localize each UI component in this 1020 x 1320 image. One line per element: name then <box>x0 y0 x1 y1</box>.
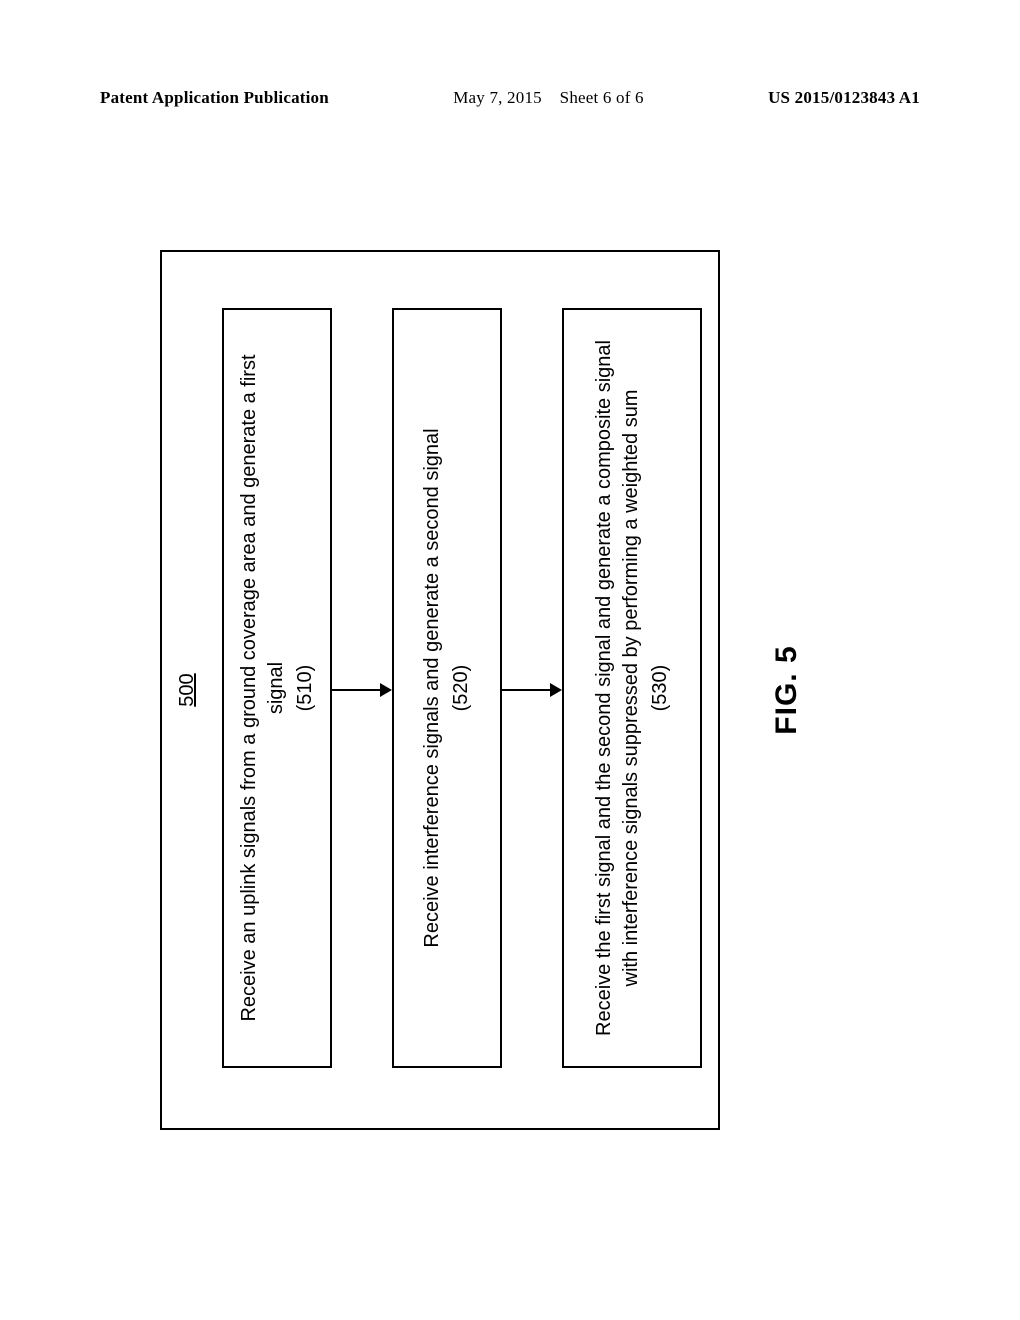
header-date-sheet: May 7, 2015 Sheet 6 of 6 <box>453 88 644 108</box>
page: Patent Application Publication May 7, 20… <box>0 0 1020 1320</box>
page-header: Patent Application Publication May 7, 20… <box>100 88 920 108</box>
flowchart-number: 500 <box>176 252 199 1128</box>
step-ref: (520) <box>448 665 475 712</box>
step-text: Receive an uplink signals from a ground … <box>236 330 290 1046</box>
flowchart-step-510: Receive an uplink signals from a ground … <box>222 308 332 1068</box>
step-text: Receive the first signal and the second … <box>591 330 645 1046</box>
flowchart-step-520: Receive interference signals and generat… <box>392 308 502 1068</box>
step-ref: (530) <box>647 665 674 712</box>
header-sheet: Sheet 6 of 6 <box>560 88 644 107</box>
step-ref: (510) <box>292 665 319 712</box>
figure-caption: FIG. 5 <box>770 210 804 1170</box>
header-pubnumber: US 2015/0123843 A1 <box>768 88 920 108</box>
figure-canvas: 500 Receive an uplink signals from a gro… <box>130 210 890 1170</box>
flowchart-outer-box: 500 Receive an uplink signals from a gro… <box>160 250 720 1130</box>
flowchart-step-530: Receive the first signal and the second … <box>562 308 702 1068</box>
header-date: May 7, 2015 <box>453 88 542 107</box>
step-text: Receive interference signals and generat… <box>419 428 446 947</box>
header-publication: Patent Application Publication <box>100 88 329 108</box>
